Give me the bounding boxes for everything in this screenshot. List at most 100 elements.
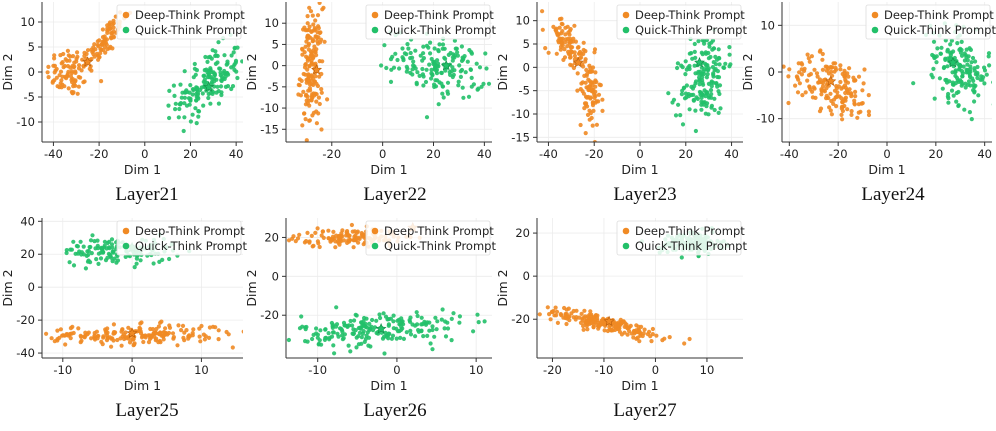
quick-think-point: [679, 255, 684, 260]
deep-think-point: [592, 92, 597, 97]
quick-think-point: [477, 65, 483, 70]
deep-think-point: [587, 117, 592, 122]
quick-think-point: [432, 59, 437, 64]
quick-think-point: [384, 334, 389, 339]
deep-think-point: [311, 243, 316, 248]
deep-think-point: [68, 54, 73, 59]
quick-think-point: [745, 230, 749, 234]
quick-think-point: [379, 63, 384, 68]
quick-think-point: [364, 316, 369, 321]
quick-think-point: [384, 65, 389, 71]
quick-think-point: [457, 63, 462, 68]
quick-think-point: [683, 59, 688, 64]
deep-think-point: [326, 236, 331, 241]
legend-box: [616, 220, 742, 256]
panel-caption: Layer25: [115, 400, 178, 421]
quick-think-point: [105, 240, 110, 246]
deep-think-point: [58, 327, 64, 332]
y-tick-label: 10: [515, 14, 530, 28]
quick-think-point: [222, 53, 227, 58]
deep-think-point: [548, 317, 553, 322]
quick-think-point: [976, 93, 981, 98]
deep-think-point: [846, 74, 851, 79]
panel-caption: Layer26: [363, 400, 426, 421]
deep-think-point: [316, 95, 321, 100]
quick-think-point: [421, 51, 426, 56]
quick-think-point: [961, 64, 966, 69]
quick-think-point: [965, 67, 970, 73]
quick-think-point: [931, 66, 936, 71]
deep-think-point: [303, 44, 308, 49]
quick-think-point: [215, 60, 220, 65]
deep-think-point: [341, 238, 347, 243]
quick-think-point: [182, 95, 187, 100]
quick-think-point: [381, 311, 386, 316]
y-tick-label: -5: [24, 90, 35, 104]
deep-think-point: [73, 83, 78, 88]
quick-think-point: [676, 102, 681, 107]
quick-think-point: [469, 75, 474, 80]
y-tick-label: 0: [523, 269, 530, 283]
deep-think-point: [312, 44, 317, 49]
quick-think-point: [679, 63, 684, 68]
deep-think-point: [308, 9, 314, 14]
deep-think-point: [345, 229, 350, 234]
deep-think-point: [568, 55, 573, 60]
quick-think-point: [984, 72, 989, 77]
deep-think-point: [241, 329, 243, 334]
deep-think-point: [318, 30, 323, 35]
quick-think-point: [716, 55, 722, 61]
quick-think-point: [78, 239, 83, 244]
deep-think-centroid-star: [311, 64, 323, 75]
quick-think-point: [190, 112, 195, 117]
y-tick-label: 10: [20, 15, 35, 29]
deep-think-point: [617, 329, 623, 334]
deep-think-point: [592, 95, 597, 100]
quick-think-point: [701, 102, 706, 107]
deep-think-point: [322, 39, 327, 44]
deep-think-point: [142, 334, 148, 339]
deep-think-point: [866, 109, 872, 114]
deep-think-point: [568, 27, 573, 32]
legend-marker: [371, 227, 379, 235]
quick-think-point: [954, 99, 959, 104]
scatter-panel-layer24: -40 -20 0 20 40 10 0 -10 Dim 1 Dim 2 Deep-Think Pr…: [740, 2, 996, 205]
quick-think-point: [441, 95, 446, 100]
deep-think-point: [586, 87, 591, 93]
deep-think-point: [579, 55, 584, 60]
deep-think-point: [820, 57, 825, 62]
deep-think-point: [800, 62, 805, 67]
deep-think-point: [310, 94, 315, 99]
quick-think-point: [205, 59, 210, 64]
y-tick-label: -15: [260, 122, 279, 136]
deep-think-point: [807, 84, 812, 89]
deep-think-point: [561, 57, 566, 63]
deep-think-point: [300, 47, 305, 52]
deep-think-point: [58, 81, 63, 86]
quick-think-point: [934, 54, 939, 59]
quick-think-point: [410, 67, 415, 72]
quick-think-point: [411, 59, 416, 64]
quick-think-centroid-star: [203, 81, 215, 92]
quick-think-point: [359, 320, 364, 325]
deep-think-point: [839, 96, 844, 101]
legend-box: [365, 220, 491, 256]
deep-think-point: [817, 77, 823, 82]
quick-think-point: [940, 86, 945, 91]
deep-think-point: [853, 89, 858, 94]
scatter-panel-layer21: -40 -20 0 20 40 10 5 0 -5 -10 Dim 1 Dim 2 Deep-Think…: [0, 2, 247, 205]
quick-think-point: [330, 330, 336, 335]
deep-think-point: [251, 330, 255, 334]
quick-think-point: [177, 106, 182, 112]
deep-think-point: [554, 313, 559, 318]
deep-think-point: [549, 309, 555, 314]
quick-think-point: [440, 84, 445, 89]
quick-think-point: [434, 71, 440, 76]
y-tick-label: 0: [523, 60, 530, 74]
deep-think-centroid-star: [126, 327, 138, 338]
deep-think-point: [687, 336, 692, 342]
quick-think-point: [85, 249, 90, 254]
quick-think-point: [945, 64, 950, 69]
deep-think-point: [102, 34, 107, 39]
quick-think-point: [404, 330, 409, 335]
